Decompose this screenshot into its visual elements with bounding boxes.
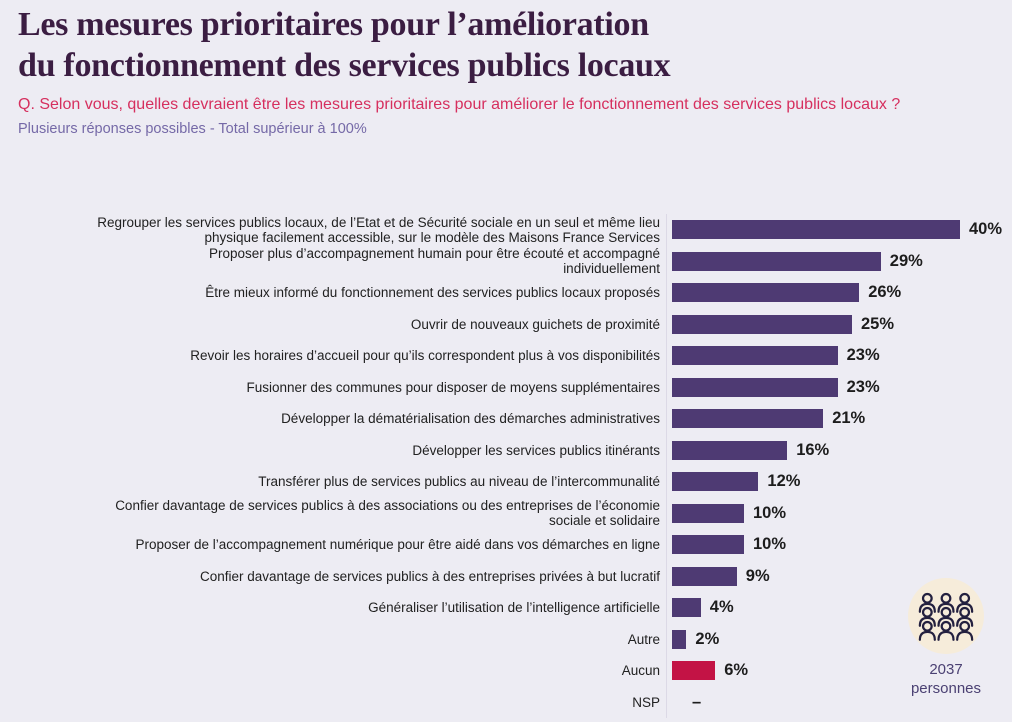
bar-area: 16% [666,434,1012,466]
category-label: Généraliser l’utilisation de l’intellige… [368,600,660,616]
bar-row: Fusionner des communes pour disposer de … [0,371,1012,403]
sample-count: 2037 [929,661,963,678]
bar [672,566,737,586]
category-label: Transférer plus de services publics au n… [258,474,660,490]
bar [672,283,860,303]
bar [672,409,824,429]
bar-area: 21% [666,403,1012,435]
category-label: Fusionner des communes pour disposer de … [246,379,660,395]
title-line-2: du fonctionnement des services publics l… [18,47,671,85]
category-label: Proposer plus d’accompagnement humain po… [208,246,660,277]
bar-row: NSP – [0,686,1012,718]
bar-row: Transférer plus de services publics au n… [0,466,1012,498]
bar-area: 26% [666,277,1012,309]
bar-row: Revoir les horaires d’accueil pour qu’il… [0,340,1012,372]
category-label: Confier davantage de services publics à … [115,498,660,529]
value-label: 29% [889,251,923,270]
bar-area: 29% [666,245,1012,277]
bar-row: Ouvrir de nouveaux guichets de proximité… [0,308,1012,340]
value-label: 12% [767,472,801,491]
title-line-1: Les mesures prioritaires pour l’améliora… [18,6,649,43]
bar-area: 12% [666,466,1012,498]
category-label: Aucun [621,663,660,679]
bar-row: Être mieux informé du fonctionnement des… [0,277,1012,309]
value-label: 23% [846,346,880,365]
bar-row: Confier davantage de services publics à … [0,497,1012,529]
bar [672,535,744,555]
value-label: 23% [846,377,880,396]
category-label: Être mieux informé du fonctionnement des… [205,285,660,301]
bar [672,598,701,618]
value-label: – [692,692,702,711]
bar [672,251,881,271]
value-label: 4% [709,598,734,617]
value-label: 16% [796,440,830,459]
value-label: 40% [969,220,1003,239]
bar-area: 40% [666,214,1012,246]
bar [672,440,788,460]
bar-area: 9% [666,560,1012,592]
category-label: Regrouper les services publics locaux, d… [97,214,660,245]
value-label: 9% [745,566,770,585]
category-label: NSP [632,694,660,710]
page-title: Les mesures prioritaires pour l’améliora… [18,4,671,87]
value-label: 26% [868,283,902,302]
bar [672,377,838,397]
bar [672,346,838,366]
bar-row: Généraliser l’utilisation de l’intellige… [0,592,1012,624]
sample-size: 2037 personnes [880,578,1012,697]
value-label: 10% [753,503,787,522]
value-label: 2% [695,629,720,648]
bar-row: Proposer plus d’accompagnement humain po… [0,245,1012,277]
bar-chart: Regrouper les services publics locaux, d… [0,214,1012,718]
survey-note: Plusieurs réponses possibles - Total sup… [18,121,367,137]
category-label: Autre [627,631,660,647]
sample-count-label: personnes [910,680,982,697]
bar [672,503,744,523]
value-label: 10% [753,535,787,554]
bar-area: 10% [666,529,1012,561]
value-label: 21% [832,409,866,428]
category-label: Proposer de l’accompagnement numérique p… [135,537,660,553]
bar-row: Développer les services publics itinéran… [0,434,1012,466]
bar-row: Confier davantage de services publics à … [0,560,1012,592]
bar-area: 23% [666,340,1012,372]
bar [672,472,759,492]
bar-row: Aucun 6% [0,655,1012,687]
bar-row: Autre 2% [0,623,1012,655]
bar-row: Proposer de l’accompagnement numérique p… [0,529,1012,561]
value-label: 6% [724,661,749,680]
category-label: Confier davantage de services publics à … [200,568,660,584]
bar-area: 4% [666,592,1012,624]
category-label: Revoir les horaires d’accueil pour qu’il… [190,348,660,364]
category-label: Développer les services publics itinéran… [412,442,660,458]
bar-area: 25% [666,308,1012,340]
bar-row: Développer la dématérialisation des déma… [0,403,1012,435]
bar-area: – [666,686,1012,718]
bar [672,220,960,240]
bar-area: 6% [666,655,1012,687]
people-group-icon [908,578,984,654]
bar [672,314,852,334]
bar [672,661,716,681]
bar-row: Regrouper les services publics locaux, d… [0,214,1012,246]
category-label: Développer la dématérialisation des déma… [281,411,660,427]
survey-question: Q. Selon vous, quelles devraient être le… [18,96,901,113]
category-label: Ouvrir de nouveaux guichets de proximité [410,316,660,332]
value-label: 25% [861,314,895,333]
bar [672,629,687,649]
bar-area: 10% [666,497,1012,529]
bar-area: 2% [666,623,1012,655]
bar-area: 23% [666,371,1012,403]
